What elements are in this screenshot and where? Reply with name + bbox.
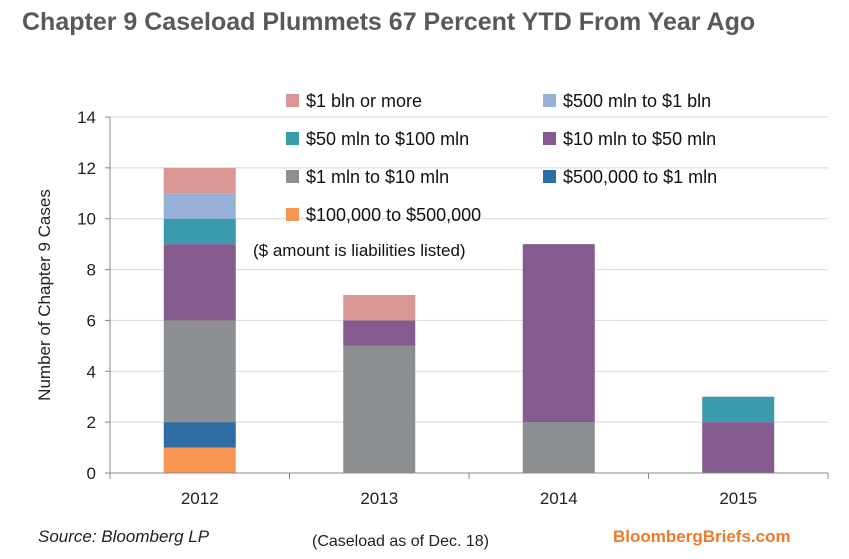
legend: $1 bln or more $500 mln to $1 bln $50 mln …	[253, 91, 717, 260]
y-tick-label: 14	[77, 108, 96, 127]
x-tick-label: 2015	[719, 489, 757, 508]
legend-label: $500 mln to $1 bln	[563, 91, 711, 111]
y-axis-label: Number of Chapter 9 Cases	[35, 189, 54, 401]
y-tick-label: 4	[87, 362, 96, 381]
y-tick-label: 12	[77, 159, 96, 178]
axes: 0 2 4 6 8 10 12 14 2012 2013 2014 2015 Number of Cha…	[35, 108, 829, 508]
x-tick-label: 2012	[181, 489, 219, 508]
legend-label: $10 mln to $50 mln	[563, 129, 716, 149]
legend-swatch	[286, 94, 299, 107]
source-label: Source: Bloomberg LP	[38, 527, 210, 546]
bar-segment	[163, 193, 236, 219]
bar-segment	[163, 447, 236, 473]
bar-segment	[702, 422, 775, 473]
legend-swatch	[286, 132, 299, 145]
y-tick-label: 2	[87, 413, 96, 432]
legend-label: $50 mln to $100 mln	[306, 129, 469, 149]
bar-segment	[163, 167, 236, 194]
legend-label: $1 mln to $10 mln	[306, 167, 449, 187]
legend-label: $500,000 to $1 mln	[563, 167, 717, 187]
bar-segment	[343, 345, 416, 473]
liabilities-annotation: ($ amount is liabilities listed)	[253, 241, 466, 260]
legend-label: $1 bln or more	[306, 91, 422, 111]
legend-swatch	[286, 208, 299, 221]
bar-segment	[163, 320, 236, 423]
bar-segment	[522, 422, 595, 473]
x-tick-label: 2013	[360, 489, 398, 508]
bar-segment	[343, 320, 416, 346]
chart-title: Chapter 9 Caseload Plummets 67 Percent Y…	[22, 8, 756, 36]
bar-segment	[343, 295, 416, 321]
legend-swatch	[543, 132, 556, 145]
bar-segment	[163, 218, 236, 245]
bar-segment	[702, 396, 775, 423]
x-tick-label: 2014	[540, 489, 578, 508]
bar-segment	[163, 422, 236, 448]
legend-swatch	[286, 170, 299, 183]
legend-label: $100,000 to $500,000	[306, 205, 481, 225]
y-tick-label: 6	[87, 311, 96, 330]
bar-segment	[522, 244, 595, 423]
caseload-note: (Caseload as of Dec. 18)	[312, 533, 489, 550]
legend-swatch	[543, 170, 556, 183]
bars	[163, 167, 775, 473]
bar-segment	[163, 244, 236, 321]
brand-label: BloombergBriefs.com	[613, 527, 791, 546]
y-tick-label: 0	[87, 464, 96, 483]
y-tick-label: 8	[87, 261, 96, 280]
y-tick-label: 10	[77, 210, 96, 229]
legend-swatch	[543, 94, 556, 107]
